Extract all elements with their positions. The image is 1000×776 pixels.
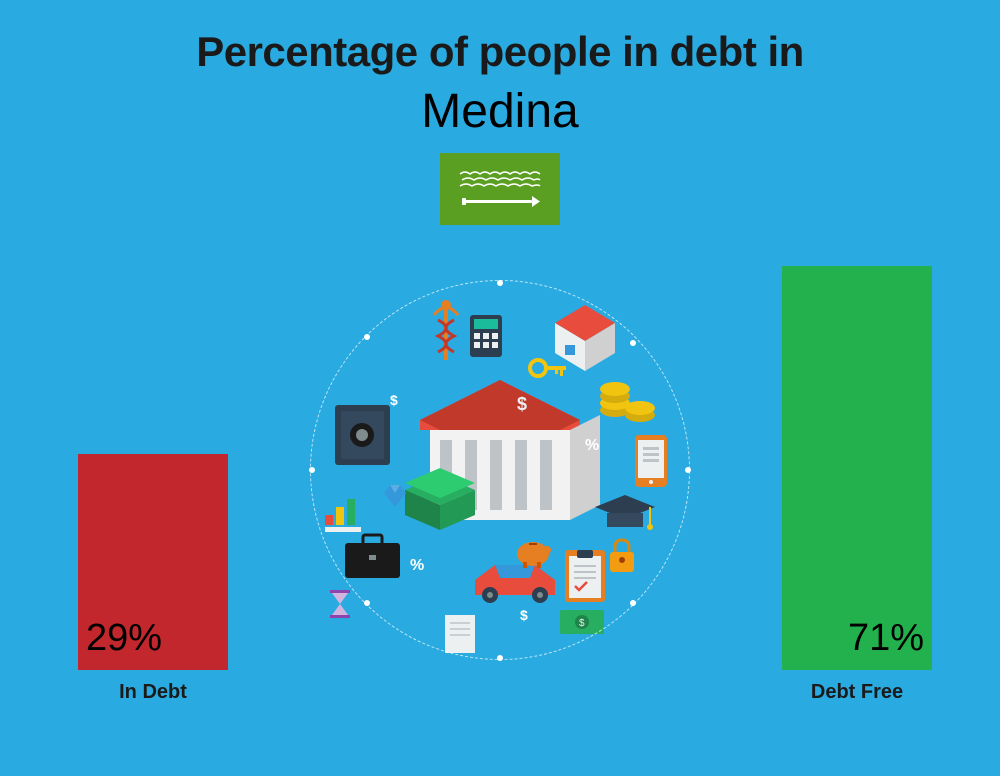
subtitle: Medina bbox=[0, 84, 1000, 139]
bar-debt-free-value: 71% bbox=[774, 617, 924, 660]
bar-debt-free-label: Debt Free bbox=[782, 681, 932, 704]
center-infographic: $ bbox=[290, 260, 710, 680]
flag-emblem-icon bbox=[450, 160, 550, 218]
flag-saudi-arabia bbox=[440, 153, 560, 225]
bar-in-debt-value: 29% bbox=[86, 617, 236, 660]
hourglass-icon bbox=[330, 590, 350, 618]
title: Percentage of people in debt in bbox=[0, 0, 1000, 76]
chart-area: 29% In Debt 71% Debt Free bbox=[0, 260, 1000, 740]
bar-in-debt-label: In Debt bbox=[78, 681, 228, 704]
bar-debt-free-fill bbox=[782, 266, 932, 670]
